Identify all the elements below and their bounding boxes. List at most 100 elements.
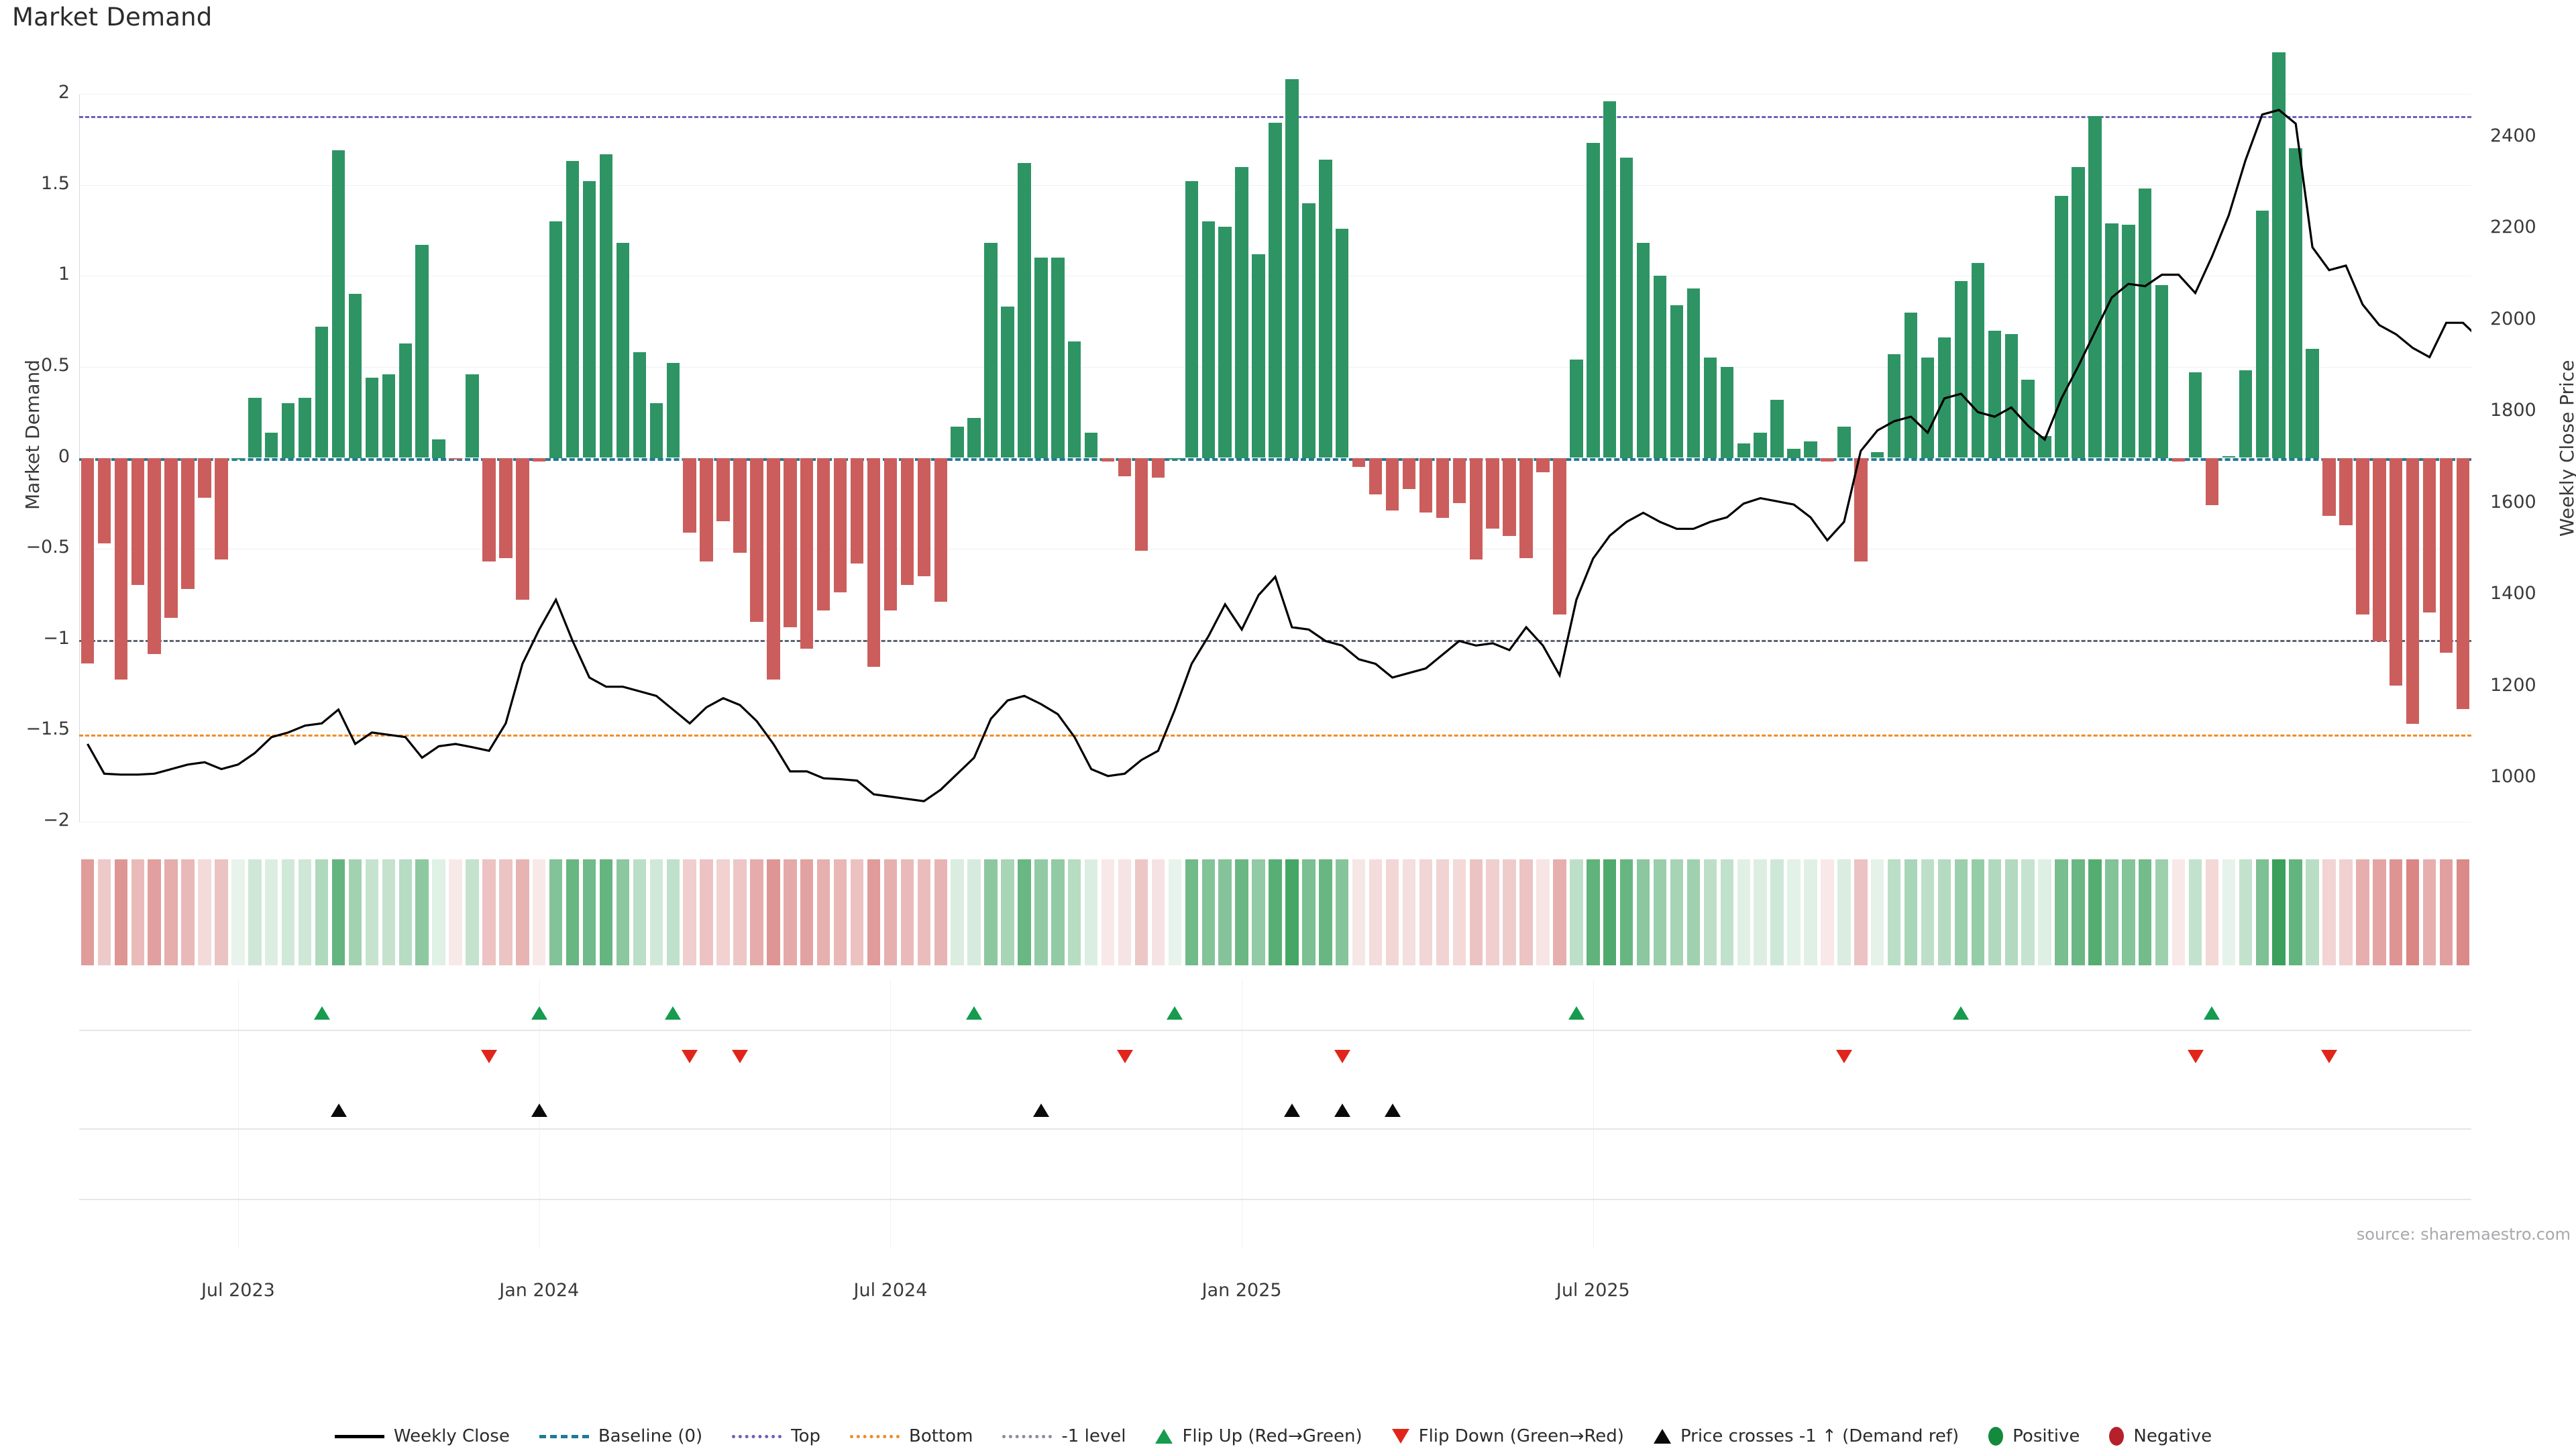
heatmap-cell <box>1134 859 1148 965</box>
legend-label: Flip Down (Green→Red) <box>1418 1426 1624 1446</box>
demand-bar <box>1302 203 1316 458</box>
heatmap-cell <box>2406 859 2420 965</box>
demand-bar <box>934 458 947 602</box>
heatmap-cell <box>1653 859 1667 965</box>
marker-row-separator <box>79 1128 2471 1130</box>
demand-bar <box>666 363 680 458</box>
demand-bar <box>80 458 95 663</box>
legend-swatch-flip-down-green-red <box>1391 1429 1409 1444</box>
legend-label: Bottom <box>909 1426 973 1446</box>
demand-bar <box>716 458 730 522</box>
heatmap-cell <box>2105 859 2118 965</box>
left-axis-title: Market Demand <box>21 360 44 510</box>
demand-bar <box>2322 458 2336 517</box>
legend-swatch-negative <box>2109 1427 2125 1446</box>
demand-bar <box>365 378 379 458</box>
demand-bar <box>2004 334 2018 458</box>
heatmap-cell <box>265 859 278 965</box>
flip-down-marker <box>1334 1050 1350 1063</box>
heatmap-cell <box>666 859 680 965</box>
demand-bar <box>1536 458 1550 473</box>
demand-bar <box>1904 312 1918 458</box>
legend-item[interactable]: -1 level <box>1002 1426 1126 1446</box>
heatmap-cell <box>432 859 445 965</box>
legend-swatch-bottom <box>850 1434 900 1438</box>
heatmap-cell <box>649 859 663 965</box>
demand-bar <box>298 397 312 458</box>
demand-bar <box>1452 458 1466 504</box>
price-cross-minus1-marker <box>1384 1104 1401 1117</box>
demand-bar <box>1754 432 1767 458</box>
heatmap-cell <box>80 859 95 965</box>
y-axis-tick: 0 <box>58 445 70 467</box>
heatmap-cell <box>816 859 830 965</box>
demand-bar <box>2188 372 2202 458</box>
heatmap-cell <box>2139 859 2152 965</box>
heatmap-cell <box>281 859 295 965</box>
page-title: Market Demand <box>12 3 213 32</box>
source-note: source: sharemaestro.com <box>2356 1225 2571 1244</box>
demand-bar <box>917 458 931 576</box>
demand-bar <box>231 458 245 460</box>
demand-bar <box>1587 143 1600 458</box>
legend-item[interactable]: Top <box>732 1426 820 1446</box>
demand-bar <box>582 181 596 458</box>
heatmap-cell <box>198 859 211 965</box>
legend-item[interactable]: Bottom <box>850 1426 973 1446</box>
legend-swatch-price-crosses-1-demand-ref <box>1653 1429 1671 1444</box>
heatmap-cell <box>784 859 797 965</box>
demand-bar <box>466 374 479 458</box>
demand-bar <box>599 154 613 458</box>
heatmap-cell <box>1503 859 1516 965</box>
weekly-close-line <box>79 94 2471 822</box>
heatmap-cell <box>1068 859 1081 965</box>
demand-bar <box>181 458 195 589</box>
heatmap-cell <box>850 859 864 965</box>
legend-item[interactable]: Negative <box>2109 1426 2212 1446</box>
heatmap-cell <box>951 859 964 965</box>
demand-bar <box>2155 284 2169 458</box>
demand-bar <box>2456 458 2470 709</box>
demand-bar <box>1570 360 1583 458</box>
heatmap-cell <box>2088 859 2102 965</box>
demand-bar <box>315 327 329 458</box>
demand-bar <box>1854 458 1868 562</box>
market-demand-panel <box>79 52 2471 822</box>
legend-item[interactable]: Flip Down (Green→Red) <box>1391 1426 1624 1446</box>
heatmap-cell <box>1921 859 1935 965</box>
marker-row-separator <box>79 1030 2471 1031</box>
demand-bar <box>1686 288 1701 458</box>
heatmap-cell <box>398 859 412 965</box>
legend-item[interactable]: Baseline (0) <box>539 1426 702 1446</box>
marker-row-gridline <box>890 979 892 1248</box>
demand-bar <box>2021 379 2035 458</box>
demand-bar <box>1218 227 1232 458</box>
demand-bar <box>1954 281 1968 458</box>
demand-bar <box>382 374 396 458</box>
demand-bar <box>1185 181 1199 458</box>
heatmap-cell <box>1452 859 1466 965</box>
y-axis-tick: −2 <box>43 810 70 830</box>
demand-bar <box>97 458 111 543</box>
demand-bar <box>984 243 998 458</box>
flip-down-marker <box>732 1050 748 1063</box>
x-axis-tick: Jul 2023 <box>201 1280 275 1301</box>
demand-bar <box>1018 163 1031 458</box>
demand-bar <box>800 458 814 649</box>
demand-bar <box>883 458 898 611</box>
demand-bar <box>967 417 981 458</box>
legend-item[interactable]: Positive <box>1988 1426 2080 1446</box>
legend-item[interactable]: Flip Up (Red→Green) <box>1155 1426 1362 1446</box>
heatmap-cell <box>900 859 914 965</box>
demand-bar <box>1988 330 2001 458</box>
demand-bar <box>1051 258 1065 458</box>
demand-bar <box>616 243 630 458</box>
legend-item[interactable]: Price crosses -1 ↑ (Demand ref) <box>1653 1426 1959 1446</box>
heatmap-cell <box>365 859 379 965</box>
demand-bar <box>1068 341 1081 458</box>
gridline <box>79 94 2471 95</box>
demand-bar <box>2222 455 2236 458</box>
demand-bar <box>1871 452 1884 458</box>
heatmap-cell <box>1051 859 1065 965</box>
legend-item[interactable]: Weekly Close <box>334 1426 510 1446</box>
